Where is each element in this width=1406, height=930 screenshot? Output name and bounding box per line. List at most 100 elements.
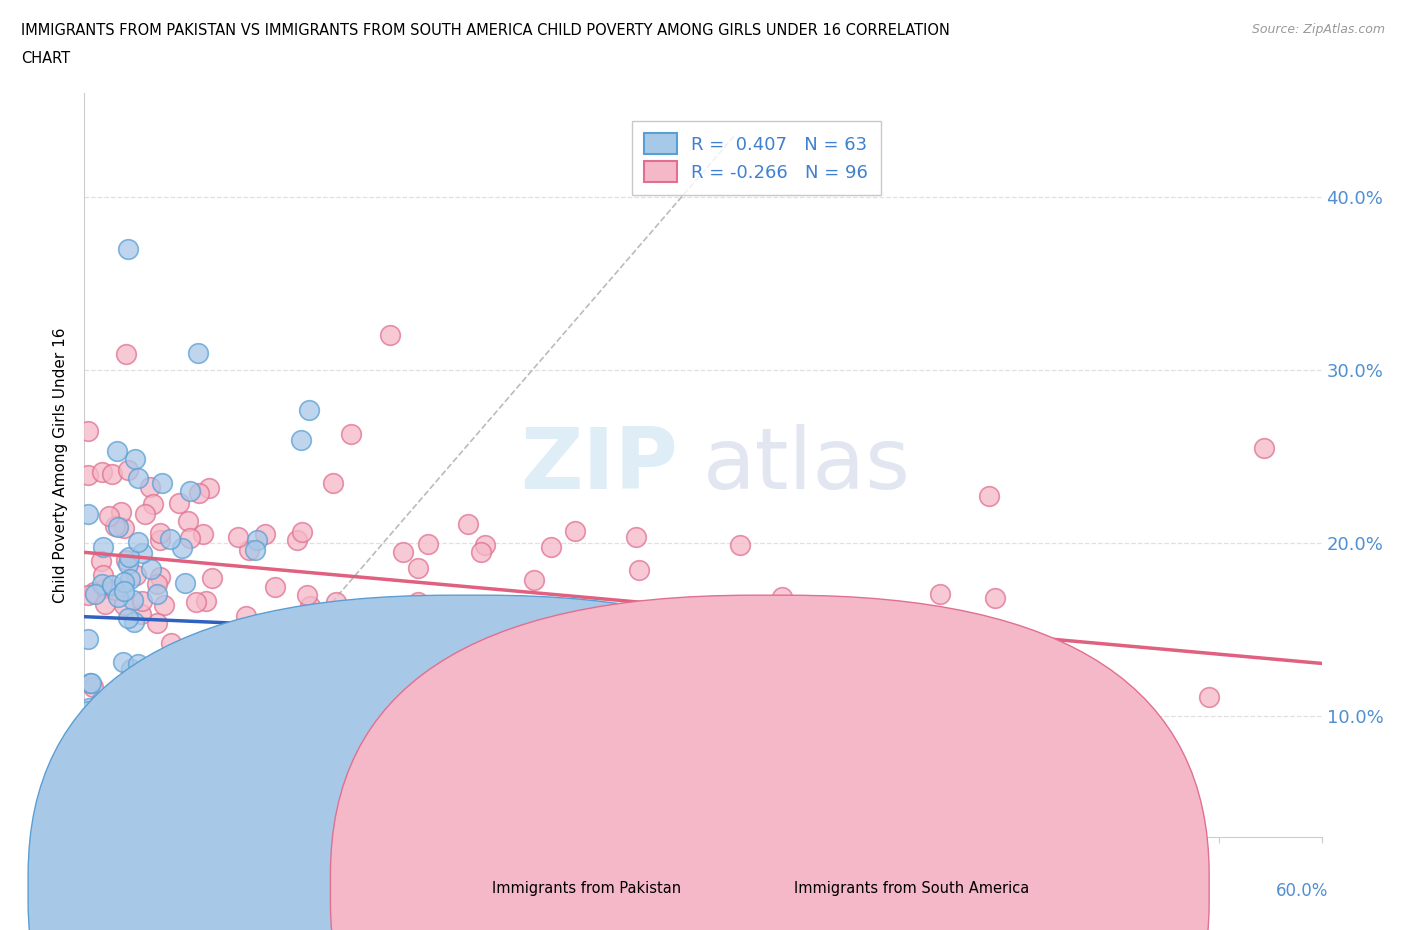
Point xyxy=(728,538,751,552)
Point xyxy=(291,525,314,539)
Point xyxy=(195,593,218,608)
Point xyxy=(118,571,141,586)
Point xyxy=(79,676,101,691)
Point xyxy=(100,578,122,592)
Point xyxy=(628,563,651,578)
Point xyxy=(298,403,321,418)
Point xyxy=(626,529,648,544)
Point xyxy=(152,597,174,612)
Point xyxy=(139,562,162,577)
Point xyxy=(108,706,131,721)
Point xyxy=(152,718,174,733)
Point xyxy=(127,535,149,550)
Point xyxy=(238,542,260,557)
Point xyxy=(107,590,129,604)
Point xyxy=(77,703,100,718)
Text: IMMIGRANTS FROM PAKISTAN VS IMMIGRANTS FROM SOUTH AMERICA CHILD POVERTY AMONG GI: IMMIGRANTS FROM PAKISTAN VS IMMIGRANTS F… xyxy=(21,23,950,38)
Point xyxy=(162,704,184,719)
Point xyxy=(169,496,191,511)
Point xyxy=(98,509,121,524)
Point xyxy=(91,568,114,583)
Point xyxy=(129,607,152,622)
Point xyxy=(176,513,198,528)
Point xyxy=(80,675,103,690)
Point xyxy=(193,526,215,541)
Point xyxy=(160,635,183,650)
Point xyxy=(117,557,139,572)
Point xyxy=(117,241,139,256)
Text: Immigrants from Pakistan: Immigrants from Pakistan xyxy=(492,881,682,896)
Point xyxy=(77,631,100,646)
Point xyxy=(370,620,392,635)
Point xyxy=(977,488,1000,503)
Point xyxy=(125,568,148,583)
Point xyxy=(131,546,153,561)
Point xyxy=(127,657,149,671)
Point xyxy=(872,777,894,792)
Point xyxy=(112,695,135,710)
Point xyxy=(91,540,114,555)
Point xyxy=(114,347,136,362)
Point xyxy=(87,759,110,774)
Point xyxy=(392,545,415,560)
Point xyxy=(630,698,652,712)
Point xyxy=(245,543,267,558)
Point xyxy=(990,683,1012,698)
Point xyxy=(118,550,141,565)
Point xyxy=(204,668,226,683)
Point xyxy=(77,588,100,603)
Point xyxy=(117,610,139,625)
Point xyxy=(378,327,401,342)
Point xyxy=(197,812,219,827)
Y-axis label: Child Poverty Among Girls Under 16: Child Poverty Among Girls Under 16 xyxy=(53,327,69,603)
Point xyxy=(104,582,127,597)
Point xyxy=(745,759,768,774)
Point xyxy=(540,539,562,554)
Point xyxy=(339,426,361,441)
Point xyxy=(983,591,1005,605)
Point xyxy=(139,479,162,494)
Point xyxy=(124,615,146,630)
Point xyxy=(264,579,287,594)
Point xyxy=(235,609,257,624)
Point xyxy=(104,691,127,706)
Point xyxy=(212,665,235,680)
Point xyxy=(149,569,172,584)
Point xyxy=(246,703,269,718)
Point xyxy=(474,538,496,552)
Point xyxy=(325,594,347,609)
Point xyxy=(742,643,765,658)
Point xyxy=(165,684,187,699)
Point xyxy=(79,700,101,715)
Point xyxy=(523,573,546,588)
Point xyxy=(131,593,153,608)
Text: atlas: atlas xyxy=(703,423,911,507)
Point xyxy=(148,533,170,548)
Point xyxy=(564,524,586,538)
Point xyxy=(120,661,142,676)
Point xyxy=(105,444,128,458)
Point xyxy=(201,570,224,585)
Point xyxy=(101,467,124,482)
Point xyxy=(295,588,318,603)
Point xyxy=(259,812,281,827)
Text: ZIP: ZIP xyxy=(520,423,678,507)
Point xyxy=(173,576,195,591)
Legend: R =  0.407   N = 63, R = -0.266   N = 96: R = 0.407 N = 63, R = -0.266 N = 96 xyxy=(631,121,880,195)
Point xyxy=(90,694,112,709)
Text: CHART: CHART xyxy=(21,51,70,66)
Point xyxy=(124,451,146,466)
Point xyxy=(441,628,464,643)
Point xyxy=(97,812,120,827)
Point xyxy=(416,537,439,551)
Point xyxy=(290,432,312,447)
Point xyxy=(470,545,492,560)
Point xyxy=(112,520,135,535)
Point xyxy=(187,485,209,500)
Point xyxy=(77,468,100,483)
Text: 60.0%: 60.0% xyxy=(1275,882,1327,899)
Point xyxy=(384,611,406,626)
Point xyxy=(82,680,104,695)
Point xyxy=(153,653,176,668)
Point xyxy=(770,590,793,604)
